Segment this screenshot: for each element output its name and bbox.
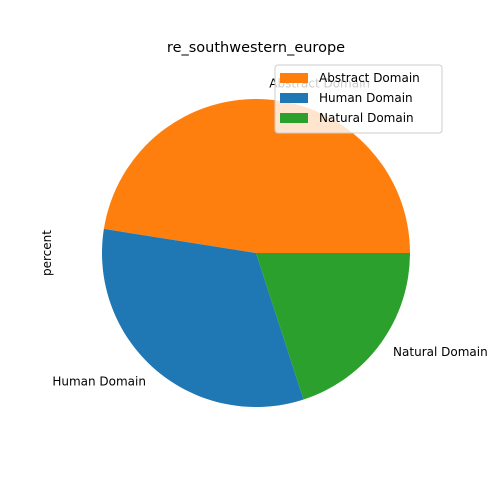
y-axis-label: percent [40, 230, 54, 276]
legend-swatch [280, 73, 308, 83]
pie-slice-abstract-domain [103, 99, 410, 253]
legend-swatch [280, 93, 308, 103]
slice-label: Natural Domain [393, 345, 488, 359]
legend-entries: Abstract Domain Human Domain Natural Domai… [280, 71, 420, 125]
pie-slice-natural-domain [256, 253, 410, 400]
pie-slice-human-domain [101, 228, 304, 408]
legend-label: Abstract Domain [319, 71, 420, 85]
legend-swatch [280, 113, 308, 123]
pie-slices [101, 99, 410, 408]
legend-label: Natural Domain [319, 111, 414, 125]
legend-frame [274, 64, 443, 134]
slice-label: Human Domain [52, 374, 146, 388]
legend: Abstract Domain Human Domain Natural Domai… [274, 64, 443, 134]
legend-label: Human Domain [319, 91, 413, 105]
chart-title: re_southwestern_europe [167, 40, 345, 56]
